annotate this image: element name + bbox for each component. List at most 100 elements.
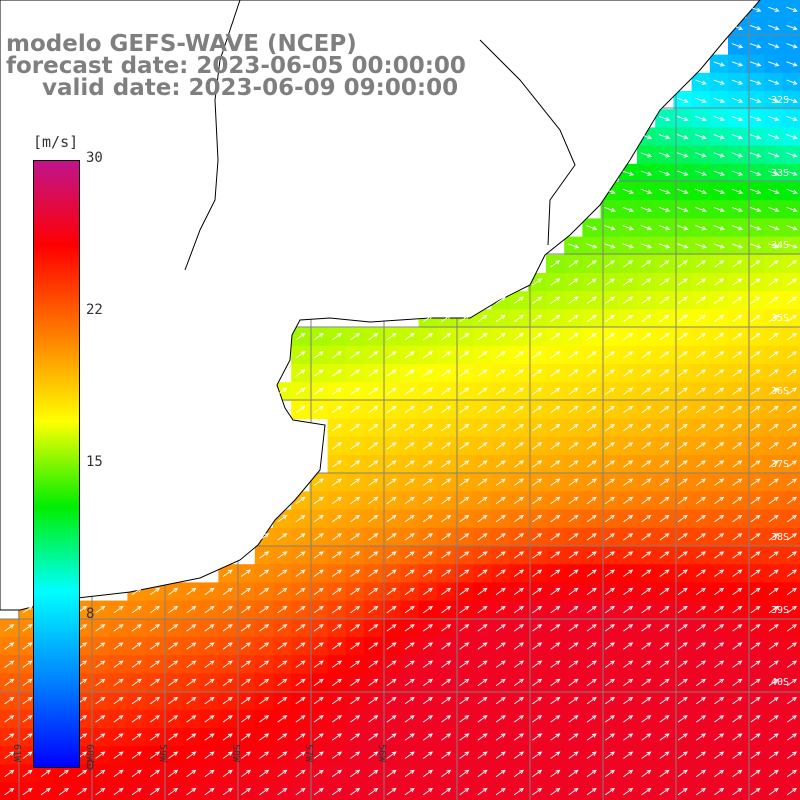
wind-arrow bbox=[586, 587, 597, 596]
wind-arrow bbox=[768, 188, 780, 194]
wind-arrow bbox=[768, 332, 779, 341]
wind-arrow bbox=[677, 260, 688, 268]
wind-arrow bbox=[404, 696, 415, 705]
wind-arrow bbox=[786, 533, 798, 541]
title-valid-date: valid date: 2023-06-09 09:00:00 bbox=[42, 75, 459, 101]
wind-arrow bbox=[331, 332, 343, 341]
wind-arrow bbox=[550, 587, 561, 596]
wind-arrow bbox=[768, 170, 780, 176]
wind-arrow bbox=[4, 715, 15, 723]
wind-arrow bbox=[186, 660, 197, 668]
wind-arrow bbox=[604, 206, 616, 213]
wind-arrow bbox=[695, 587, 707, 596]
wind-arrow bbox=[568, 460, 579, 468]
wind-arrow bbox=[495, 660, 506, 668]
wind-arrow bbox=[586, 478, 597, 486]
wind-arrow bbox=[550, 715, 561, 723]
wind-arrow bbox=[658, 152, 671, 158]
wind-arrow bbox=[532, 405, 543, 414]
wind-arrow bbox=[513, 587, 525, 596]
wind-arrow bbox=[714, 332, 725, 341]
wind-arrow bbox=[659, 715, 670, 723]
wind-arrow bbox=[786, 551, 798, 559]
wind-arrow bbox=[604, 569, 616, 577]
wind-arrow bbox=[532, 733, 543, 741]
wind-arrow bbox=[659, 787, 670, 796]
wind-arrow bbox=[295, 351, 306, 359]
wind-arrow bbox=[441, 460, 452, 468]
wind-arrow bbox=[732, 514, 743, 523]
wind-arrow bbox=[731, 115, 744, 122]
lat-label-35s: 35S bbox=[771, 313, 790, 324]
wind-arrow bbox=[731, 188, 744, 194]
wind-arrow bbox=[386, 460, 397, 468]
wind-arrow bbox=[459, 496, 470, 505]
wind-arrow bbox=[131, 769, 142, 778]
wind-arrow bbox=[732, 278, 743, 286]
wind-arrow bbox=[131, 696, 142, 705]
wind-arrow bbox=[441, 678, 452, 687]
wind-arrow bbox=[659, 551, 670, 559]
wind-arrow bbox=[368, 696, 379, 705]
wind-arrow bbox=[422, 551, 434, 559]
wind-arrow bbox=[623, 514, 634, 523]
wind-arrow bbox=[604, 332, 616, 341]
wind-arrow bbox=[786, 478, 798, 486]
wind-arrow bbox=[95, 751, 106, 759]
wind-arrow bbox=[459, 769, 470, 778]
wind-arrow bbox=[604, 769, 616, 778]
wind-arrow bbox=[786, 97, 798, 103]
wind-arrow bbox=[277, 605, 288, 614]
wind-arrow bbox=[459, 369, 470, 377]
wind-arrow bbox=[714, 769, 725, 778]
wind-arrow bbox=[331, 605, 343, 614]
wind-arrow bbox=[641, 533, 652, 541]
wind-arrow bbox=[695, 514, 707, 523]
wind-arrow bbox=[204, 587, 215, 596]
wind-arrow bbox=[677, 569, 688, 577]
wind-arrow bbox=[623, 733, 634, 741]
wind-arrow bbox=[750, 569, 761, 577]
wind-arrow bbox=[768, 206, 780, 213]
wind-arrow bbox=[695, 442, 707, 450]
wind-arrow bbox=[532, 642, 543, 650]
wind-arrow bbox=[749, 243, 762, 249]
wind-arrow bbox=[513, 332, 525, 341]
wind-arrow bbox=[768, 115, 780, 122]
wind-arrow bbox=[786, 278, 798, 286]
wind-arrow bbox=[259, 624, 270, 632]
wind-arrow bbox=[350, 514, 361, 523]
wind-arrow bbox=[713, 188, 726, 194]
wind-arrow bbox=[677, 152, 689, 158]
wind-arrow bbox=[350, 460, 361, 468]
wind-arrow bbox=[495, 478, 506, 486]
wind-arrow bbox=[623, 442, 634, 450]
wind-arrow bbox=[331, 715, 343, 723]
wind-arrow bbox=[623, 605, 634, 614]
wind-arrow bbox=[459, 587, 470, 596]
wind-arrow bbox=[714, 787, 725, 796]
wind-arrow bbox=[714, 678, 725, 687]
wind-arrow bbox=[404, 496, 415, 505]
wind-arrow bbox=[641, 605, 652, 614]
wind-arrow bbox=[4, 733, 15, 741]
wind-arrow bbox=[731, 152, 744, 158]
wind-arrow bbox=[750, 605, 761, 614]
wind-arrow bbox=[495, 715, 506, 723]
wind-arrow bbox=[641, 787, 652, 796]
wind-arrow bbox=[786, 751, 798, 759]
wind-arrow bbox=[477, 369, 488, 377]
wind-arrow bbox=[186, 715, 197, 723]
wind-arrow bbox=[186, 642, 197, 650]
wind-arrow bbox=[768, 696, 779, 705]
wind-arrow bbox=[513, 387, 525, 395]
wind-arrow bbox=[732, 423, 743, 432]
wind-arrow bbox=[386, 514, 397, 523]
wind-arrow bbox=[350, 551, 361, 559]
wind-arrow bbox=[677, 332, 688, 341]
wind-arrow bbox=[422, 478, 434, 486]
wind-arrow bbox=[313, 696, 324, 705]
wind-arrow bbox=[495, 551, 506, 559]
colorbar bbox=[33, 160, 80, 768]
colorbar-tick-30: 30 bbox=[86, 150, 103, 166]
